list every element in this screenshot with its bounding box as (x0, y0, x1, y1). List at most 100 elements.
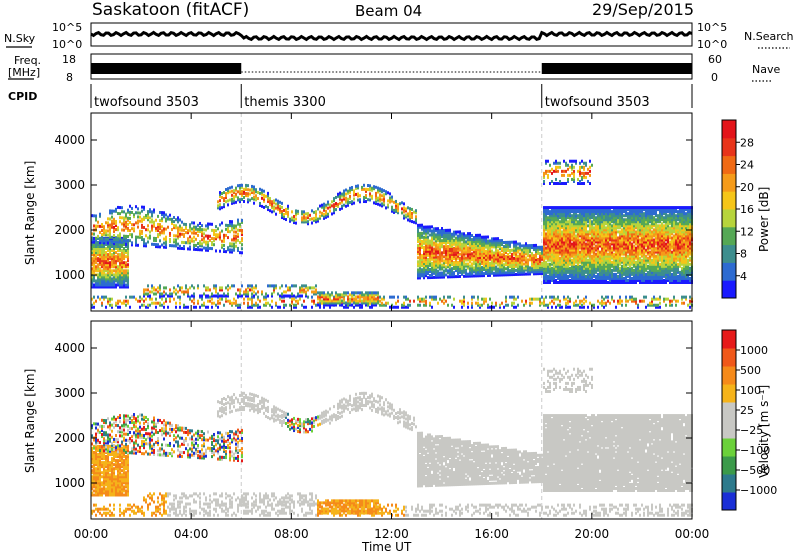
scatter-cell (487, 243, 489, 247)
scatter-cell (563, 264, 565, 268)
scatter-cell (193, 247, 195, 251)
scatter-cell (147, 212, 149, 216)
scatter-cell (573, 276, 575, 280)
scatter-cell (543, 262, 545, 266)
scatter-cell (573, 248, 575, 252)
scatter-cell (437, 245, 439, 249)
scatter-cell (231, 303, 233, 307)
scatter-cell (525, 258, 527, 262)
scatter-cell (589, 208, 591, 212)
scatter-cell (569, 266, 571, 270)
scatter-cell (321, 205, 323, 209)
scatter-cell (531, 262, 533, 266)
scatter-cell (503, 240, 505, 244)
scatter-cell (101, 257, 103, 261)
scatter-cell (537, 264, 539, 268)
scatter-cell (207, 234, 209, 238)
scatter-cell (509, 295, 511, 299)
scatter-cell (545, 281, 547, 284)
scatter-cell (103, 242, 105, 246)
scatter-cell (235, 200, 237, 204)
scatter-cell (483, 247, 485, 251)
scatter-cell (459, 252, 461, 256)
scatter-cell (425, 257, 427, 261)
scatter-cell (599, 281, 601, 284)
scatter-cell (333, 209, 335, 213)
scatter-cell (375, 291, 377, 295)
scatter-cell (375, 197, 377, 201)
scatter-cell (115, 245, 117, 248)
scatter-cell (163, 211, 165, 215)
scatter-cell (525, 268, 527, 272)
scatter-cell (549, 242, 551, 246)
scatter-cell (601, 246, 603, 250)
scatter-cell (329, 301, 331, 305)
scatter-cell (613, 206, 615, 210)
scatter-cell (105, 242, 107, 246)
scatter-cell (469, 236, 471, 240)
scatter-cell (327, 212, 329, 216)
scatter-cell (431, 267, 433, 271)
scatter-cell (565, 258, 567, 262)
scatter-cell (357, 198, 359, 202)
scatter-cell (417, 235, 419, 239)
scatter-cell (517, 272, 519, 276)
scatter-cell (579, 171, 581, 175)
scatter-cell (305, 294, 307, 298)
scatter-cell (111, 277, 113, 281)
scatter-cell (271, 305, 273, 309)
scatter-cell (245, 183, 247, 187)
scatter-cell (103, 227, 105, 231)
scatter-cell (455, 260, 457, 264)
scatter-cell (431, 249, 433, 253)
scatter-cell (505, 297, 507, 301)
scatter-cell (349, 200, 351, 204)
scatter-cell (333, 207, 335, 211)
scatter-cell (461, 262, 463, 266)
scatter-cell (543, 270, 545, 274)
scatter-cell (165, 235, 167, 239)
scatter-cell (513, 252, 515, 256)
scatter-cell (105, 283, 107, 287)
scatter-cell (479, 247, 481, 251)
scatter-cell (237, 246, 239, 250)
scatter-cell (241, 294, 243, 298)
scatter-cell (249, 192, 251, 196)
scatter-cell (481, 241, 483, 245)
scatter-cell (613, 248, 615, 252)
scatter-cell (109, 299, 111, 303)
scatter-cell (615, 256, 617, 260)
scatter-cell (219, 301, 221, 305)
scatter-cell (219, 235, 221, 239)
scatter-cell (327, 202, 329, 206)
scatter-cell (527, 266, 529, 270)
scatter-cell (499, 257, 501, 261)
scatter-cell (173, 290, 175, 294)
scatter-cell (595, 216, 597, 220)
scatter-cell (427, 261, 429, 265)
scatter-cell (405, 295, 407, 299)
scatter-cell (429, 225, 431, 229)
scatter-cell (571, 254, 573, 258)
scatter-cell (357, 303, 359, 307)
scatter-cell (229, 230, 231, 234)
scatter-cell (135, 237, 137, 241)
scatter-cell (261, 196, 263, 200)
scatter-cell (595, 218, 597, 222)
scatter-cell (577, 278, 579, 282)
scatter-cell (525, 266, 527, 270)
scatter-cell (547, 208, 549, 212)
scatter-cell (277, 305, 279, 309)
scatter-cell (99, 239, 101, 243)
scatter-cell (353, 189, 355, 193)
scatter-cell (547, 210, 549, 214)
scatter-cell (443, 259, 445, 263)
scatter-cell (519, 264, 521, 268)
scatter-cell (383, 201, 385, 205)
scatter-cell (251, 184, 253, 188)
scatter-cell (609, 254, 611, 258)
scatter-cell (455, 258, 457, 262)
scatter-cell (467, 301, 469, 305)
scatter-cell (169, 288, 171, 292)
scatter-cell (363, 183, 365, 187)
